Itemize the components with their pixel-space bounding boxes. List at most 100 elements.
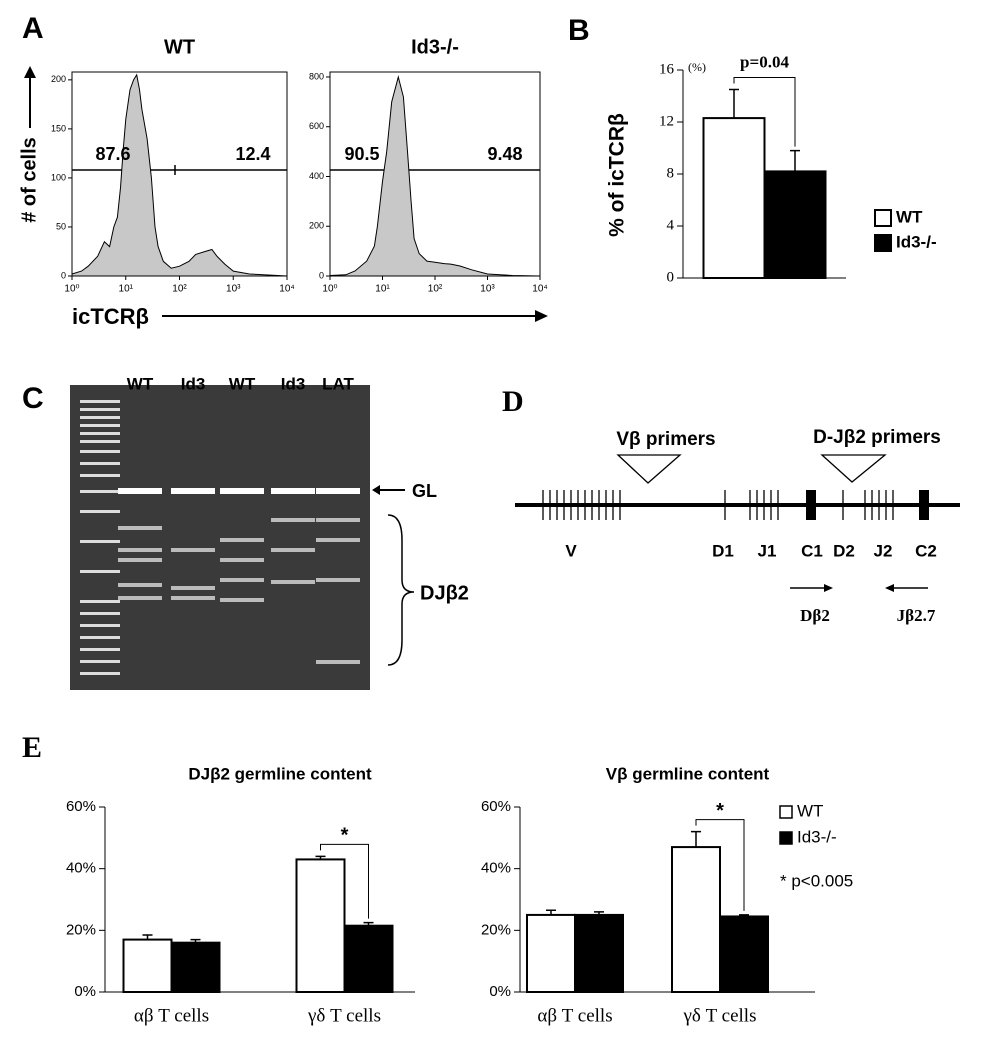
brace <box>387 514 415 666</box>
sample-band <box>118 583 162 587</box>
ladder-band <box>80 408 120 411</box>
chart-title: WT <box>164 36 195 58</box>
legend-swatch <box>779 831 793 845</box>
error-bar <box>190 938 201 943</box>
ladder-band <box>80 424 120 427</box>
significance-label: * <box>341 825 349 847</box>
gate-percentage: 90.5 <box>344 144 379 164</box>
ladder-band <box>80 540 120 543</box>
bar <box>122 938 173 993</box>
ladder-band <box>80 600 120 603</box>
ladder-band <box>80 510 120 513</box>
ladder-band <box>80 432 120 435</box>
sample-band <box>118 596 162 600</box>
y-tick-label: 200 <box>309 221 324 231</box>
ladder-band <box>80 660 120 663</box>
bar <box>763 170 827 279</box>
significance-label: * <box>716 800 724 822</box>
histogram-line <box>71 73 288 277</box>
significance-bracket <box>733 77 796 147</box>
ladder-band <box>80 440 120 443</box>
y-tick-label: 60% <box>481 798 511 815</box>
chart-title: Id3-/- <box>411 36 459 58</box>
ladder-band <box>80 624 120 627</box>
segment-label: J2 <box>874 541 893 560</box>
histogram-line <box>329 75 541 277</box>
sample-band <box>118 526 162 530</box>
y-tick-label: 12 <box>659 113 674 129</box>
bar <box>574 913 624 994</box>
segment-label: V <box>565 541 577 560</box>
ladder-band <box>80 636 120 639</box>
gene-segments <box>542 490 894 520</box>
panel-letter: B <box>568 14 590 47</box>
x-tick-label: 10³ <box>226 284 241 295</box>
segment-label: D1 <box>712 541 734 560</box>
legend-label: WT <box>797 801 823 820</box>
sample-band <box>118 548 162 552</box>
c-segment <box>919 490 929 520</box>
bar <box>526 913 576 994</box>
sample-band <box>220 578 264 582</box>
ladder-band <box>80 648 120 651</box>
error-bar <box>790 149 800 172</box>
sample-band <box>271 488 315 494</box>
error-bar <box>546 909 556 915</box>
y-tick-label: 150 <box>51 123 66 133</box>
sample-band <box>171 596 215 600</box>
error-bar <box>739 914 749 917</box>
y-tick-label: 0 <box>319 270 324 280</box>
sample-band <box>271 548 315 552</box>
arrow-head <box>535 310 548 322</box>
sample-band <box>220 558 264 562</box>
sample-band <box>171 586 215 590</box>
x-tick-label: 10⁴ <box>532 284 547 295</box>
y-tick-label: 20% <box>66 921 96 938</box>
bar <box>295 858 346 994</box>
y-tick-label: 60% <box>66 798 96 815</box>
panel-letter: E <box>22 731 42 764</box>
error-bar <box>363 921 374 926</box>
y-tick-label: 400 <box>309 171 324 181</box>
y-axis-title: % of icTCRβ <box>606 113 629 237</box>
ladder-band <box>80 450 120 453</box>
y-tick-label: 40% <box>66 860 96 877</box>
legend-label: Id3-/- <box>896 232 937 251</box>
sample-band <box>271 518 315 522</box>
primer-triangle <box>616 454 682 484</box>
x-tick-label: 10⁰ <box>322 284 337 295</box>
primer-label: D-Jβ2 primers <box>813 427 941 448</box>
sample-band <box>220 538 264 542</box>
lane-label: WT <box>229 374 256 393</box>
y-tick-label: 16 <box>659 61 675 77</box>
primer-name: Jβ2.7 <box>897 606 936 625</box>
panel-letter: A <box>22 12 44 45</box>
panel-letter: D <box>502 385 524 418</box>
y-tick-label: 0 <box>61 270 66 280</box>
segment-label: C1 <box>801 541 823 560</box>
sample-band <box>316 660 360 664</box>
ladder-band <box>80 462 120 465</box>
gel-bands <box>80 400 360 675</box>
error-bar <box>142 934 153 940</box>
legend-swatch <box>874 234 892 252</box>
bar <box>671 846 721 993</box>
chart-title: DJβ2 germline content <box>188 764 372 783</box>
x-tick-label: 10³ <box>480 284 495 295</box>
sample-band <box>220 598 264 602</box>
gel-label: GL <box>412 481 437 501</box>
error-bar <box>594 911 604 915</box>
significance-label: p=0.04 <box>740 52 789 71</box>
gel-label: DJβ2 <box>420 582 469 604</box>
x-tick-label: 10⁰ <box>64 284 79 295</box>
legend-label: WT <box>896 207 923 226</box>
x-tick-label: 10⁴ <box>279 284 294 295</box>
gate-percentage: 12.4 <box>235 144 270 164</box>
sample-band <box>171 548 215 552</box>
ladder-band <box>80 490 120 493</box>
sample-band <box>316 518 360 522</box>
lane-label: Id3 <box>181 374 206 393</box>
area-shade <box>72 74 287 277</box>
ladder-band <box>80 612 120 615</box>
x-tick-label: 10¹ <box>375 284 390 295</box>
